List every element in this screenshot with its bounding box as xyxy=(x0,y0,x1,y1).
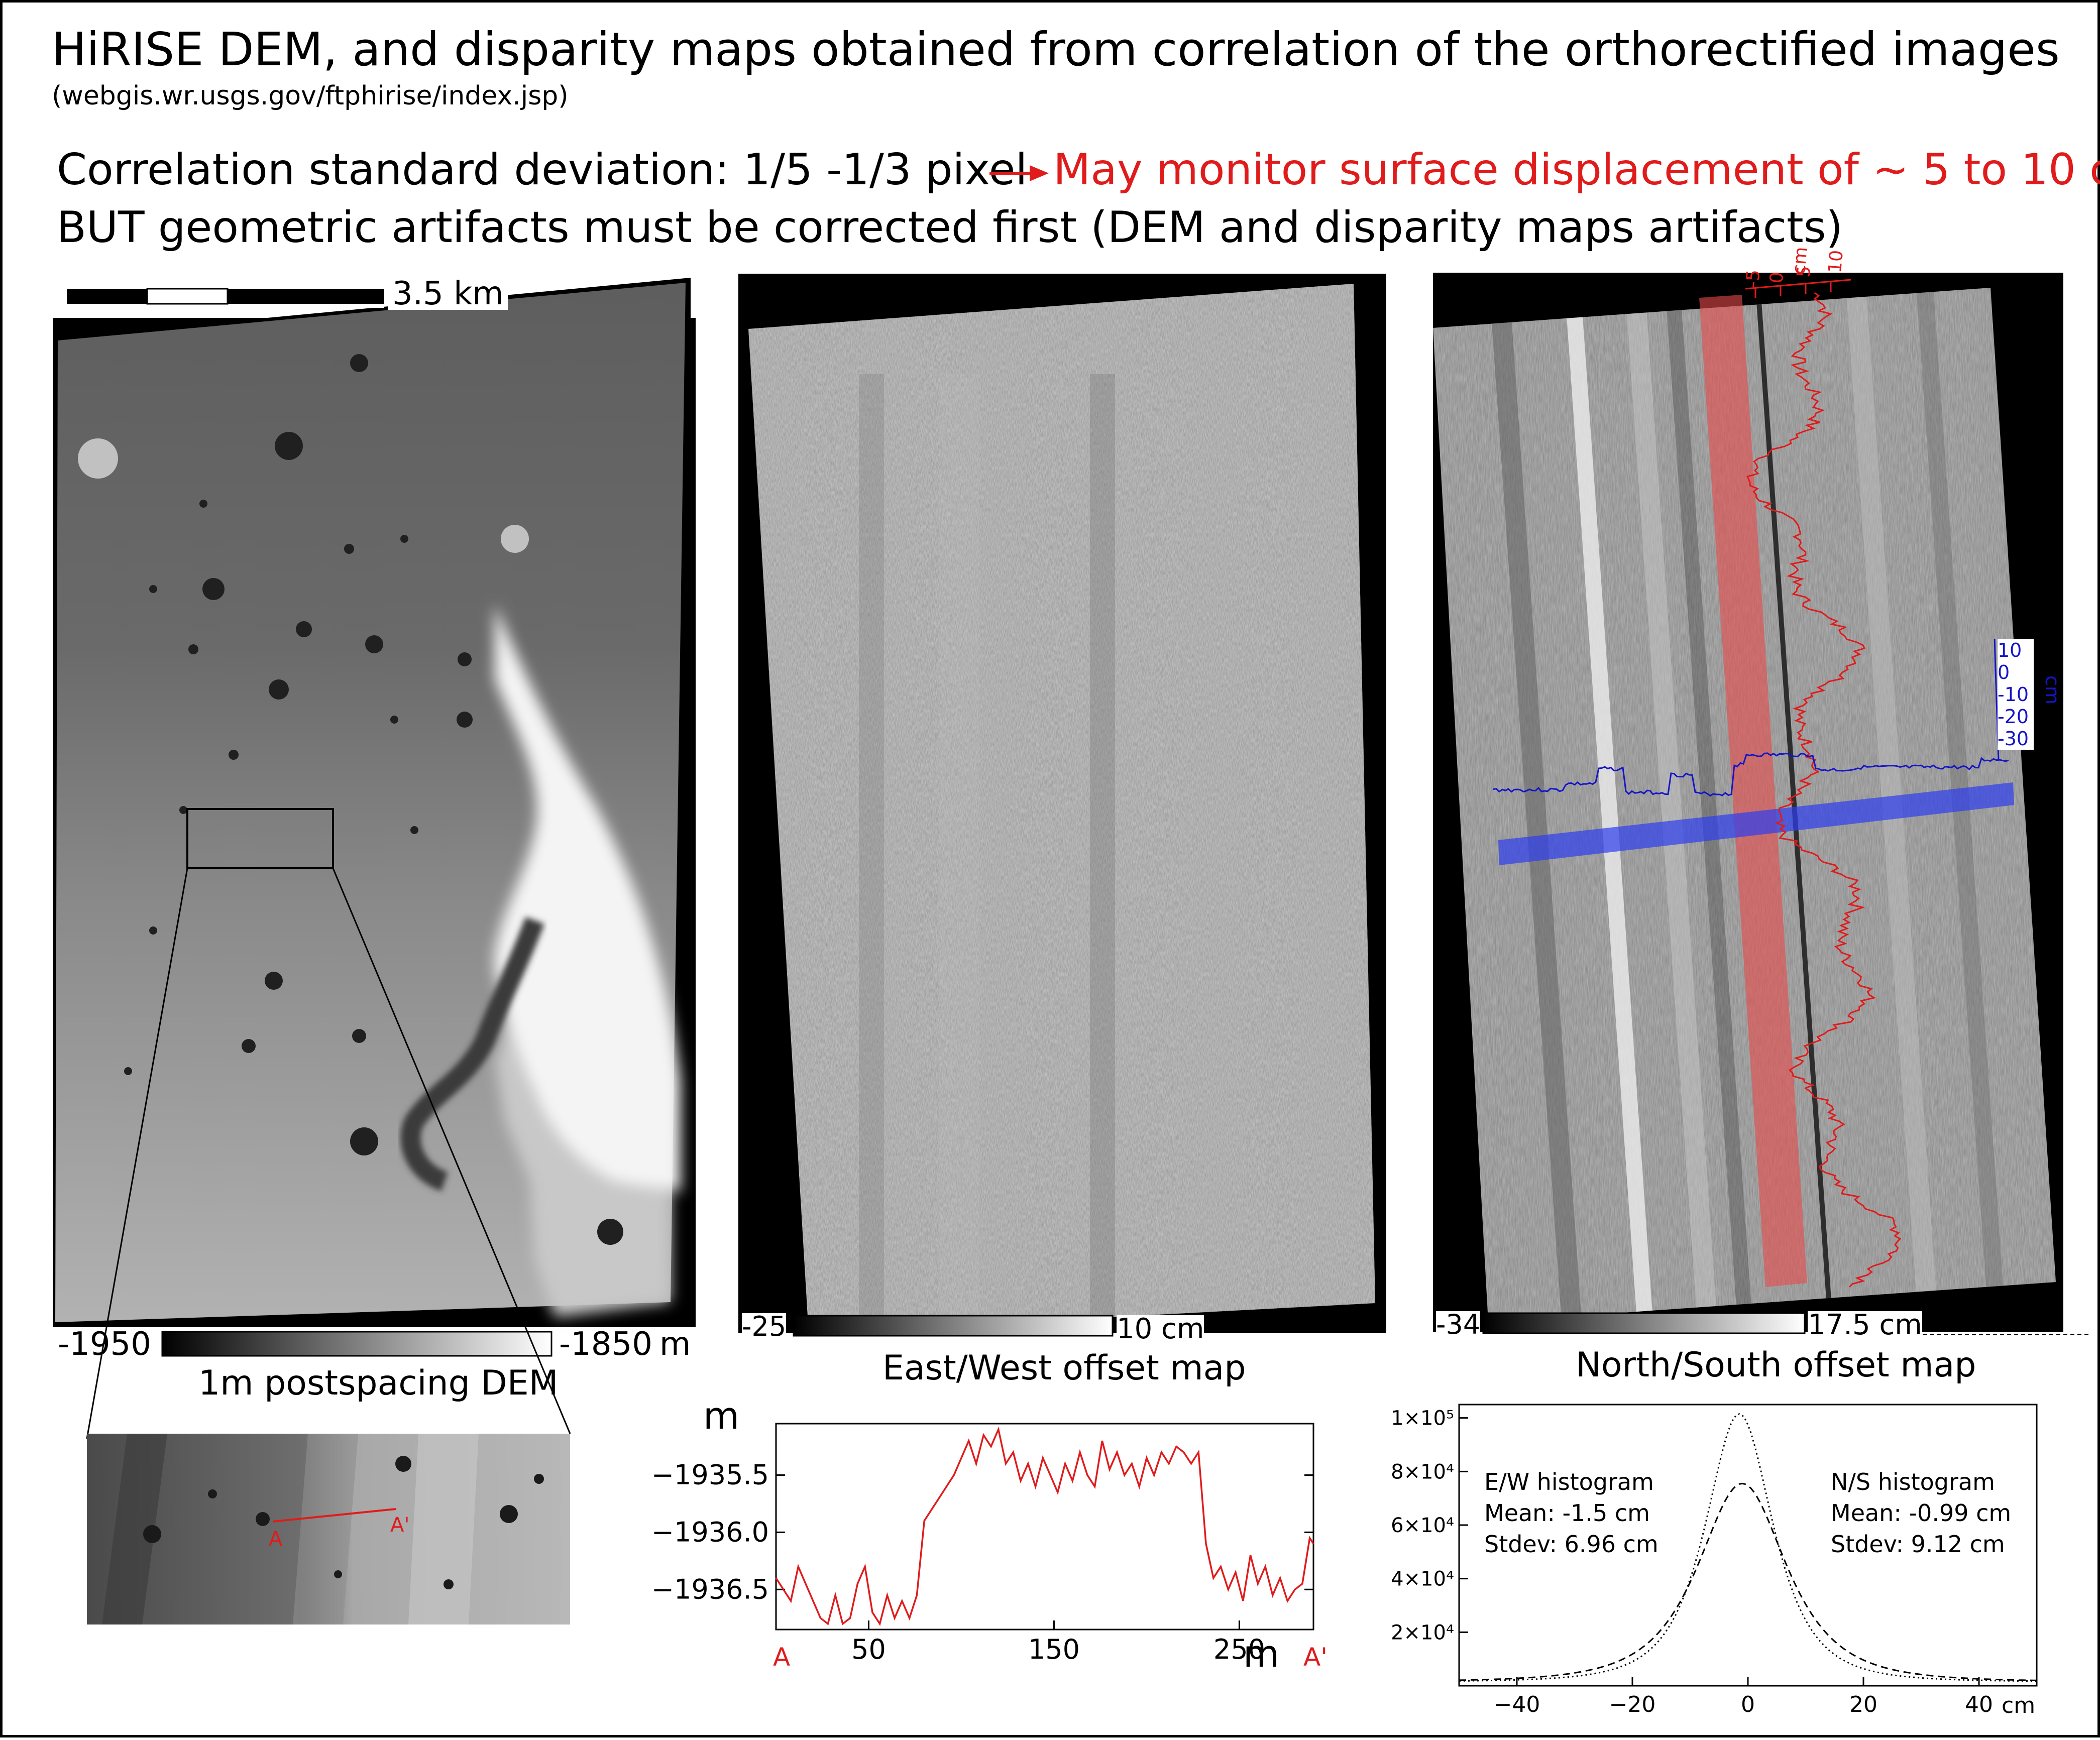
profile-start-label: A xyxy=(773,1643,790,1672)
ns-colorbar-max: 17.5 cm xyxy=(1808,1309,1922,1341)
histogram-xtick-label: −20 xyxy=(1609,1692,1656,1717)
histogram-ytick-label: 6×10⁴ xyxy=(1391,1514,1454,1537)
histogram-ytick-label: 8×10⁴ xyxy=(1391,1460,1454,1483)
histogram-xtick-label: 0 xyxy=(1741,1692,1755,1717)
monitor-displacement-line: May monitor surface displacement of ~ 5 … xyxy=(1053,145,2100,195)
source-url: (webgis.wr.usgs.gov/ftphirise/index.jsp) xyxy=(52,81,569,111)
ns-red-tick-0: -5 xyxy=(1742,269,1764,289)
dem-inset xyxy=(87,1434,570,1625)
dem-colorbar-min: -1950 xyxy=(58,1326,151,1363)
profile-ytick-label: −1936.0 xyxy=(651,1516,769,1548)
page-title: HiRISE DEM, and disparity maps obtained … xyxy=(52,23,2060,76)
histogram-series-ns xyxy=(1459,1482,2037,1681)
ew-colorbar-max: 10 cm xyxy=(1117,1313,1204,1345)
ns-caption: North/South offset map xyxy=(1576,1345,1976,1385)
histogram-ytick-label: 1×10⁵ xyxy=(1391,1407,1454,1430)
profile-chart: −1935.5 −1936.0 −1936.5 50 150 250 A A' m xyxy=(651,1423,1328,1676)
ns-red-tick-1: 0 xyxy=(1766,271,1788,285)
ns-colorbar-min: -34 xyxy=(1436,1309,1481,1340)
histogram-ytick-label: 4×10⁴ xyxy=(1391,1568,1454,1591)
ns-blue-tick-0: 10 xyxy=(1998,639,2022,661)
ns-blue-tick-3: -20 xyxy=(1998,706,2029,728)
profile-ylabel: m xyxy=(703,1395,740,1438)
profile-xtick-label: 50 xyxy=(851,1634,886,1665)
ns-red-tick-3: 10 xyxy=(1824,249,1847,274)
ns-hist-title: N/S histogram xyxy=(1831,1468,1995,1495)
profile-end-label: A' xyxy=(1303,1643,1328,1672)
dem-colorbar-unit: m xyxy=(659,1326,691,1363)
ew-caption: East/West offset map xyxy=(882,1348,1246,1388)
dem-map xyxy=(53,278,696,1327)
profile-ytick-label: −1935.5 xyxy=(651,1459,769,1491)
ns-hist-mean: Mean: -0.99 cm xyxy=(1831,1499,2011,1527)
ew-hist-mean: Mean: -1.5 cm xyxy=(1484,1499,1650,1527)
profile-ytick-label: −1936.5 xyxy=(651,1573,769,1605)
ns-blue-tick-4: -30 xyxy=(1998,728,2029,750)
histogram-ytick-label: 2×10⁴ xyxy=(1391,1621,1454,1644)
ew-offset-map xyxy=(738,274,1386,1333)
craters xyxy=(124,354,623,1245)
ns-colorbar xyxy=(1482,1312,2091,1335)
scale-bar xyxy=(63,286,384,308)
ew-colorbar-min: -25 xyxy=(742,1311,787,1342)
profile-xtick-label: 150 xyxy=(1028,1634,1080,1665)
ew-hist-stdev: Stdev: 6.96 cm xyxy=(1484,1531,1659,1558)
ns-blue-axis-labels: 10 0 -10 -20 -30 xyxy=(1998,639,2034,750)
histogram-series-ew xyxy=(1459,1413,2037,1682)
profile-xtick-label: 250 xyxy=(1213,1634,1265,1665)
ew-hist-title: E/W histogram xyxy=(1484,1468,1654,1495)
ns-blue-tick-2: -10 xyxy=(1998,683,2029,706)
profile-xlabel: m xyxy=(1243,1633,1279,1676)
dem-caption: 1m postspacing DEM xyxy=(198,1363,559,1403)
ew-colorbar xyxy=(793,1315,1114,1337)
zoom-lines xyxy=(86,868,571,1439)
histogram-xtick-label: −40 xyxy=(1494,1692,1540,1717)
dem-colorbar-max: -1850 xyxy=(559,1326,652,1363)
ns-blue-axis-unit: cm xyxy=(2041,675,2063,705)
arrow-right-icon xyxy=(989,165,1049,181)
inset-label-a-prime: A' xyxy=(390,1514,410,1537)
correlation-line: Correlation standard deviation: 1/5 -1/3… xyxy=(57,145,1028,195)
profile-frame xyxy=(775,1423,1314,1631)
histogram-xtick-label: 20 xyxy=(1849,1692,1877,1717)
histogram-xlabel: cm xyxy=(2002,1693,2035,1718)
profile-series-line xyxy=(775,1426,1314,1626)
ns-blue-tick-1: 0 xyxy=(1998,661,2010,683)
ns-red-axis xyxy=(1745,279,1851,298)
artifact-warning-line: BUT geometric artifacts must be correcte… xyxy=(57,202,1843,253)
ns-hist-stdev: Stdev: 9.12 cm xyxy=(1831,1531,2005,1558)
ns-red-axis-unit: cm xyxy=(1789,246,1812,276)
ns-offset-map xyxy=(1433,273,2063,1332)
inset-label-a: A xyxy=(269,1528,283,1551)
dem-colorbar xyxy=(161,1331,552,1357)
histogram-chart: 2×10⁴ 4×10⁴ 6×10⁴ 8×10⁴ 1×10⁵ −40 −20 0 20 40 cm E/… xyxy=(1391,1404,2038,1718)
histogram-xtick-label: 40 xyxy=(1965,1692,1993,1717)
scale-bar-label: 3.5 km xyxy=(388,278,508,310)
